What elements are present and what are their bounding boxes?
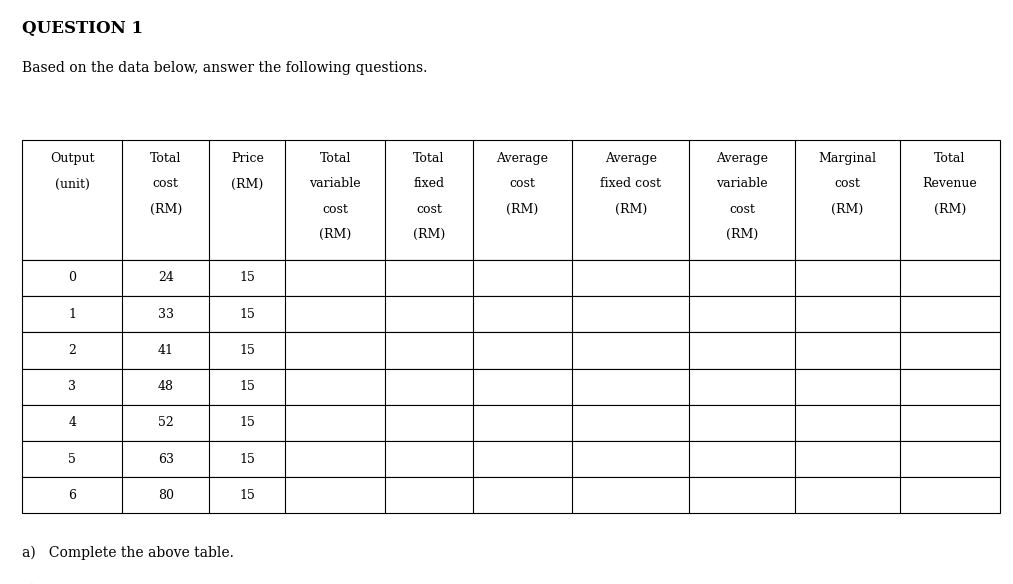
Text: Total: Total — [413, 152, 445, 165]
Bar — [22, 477, 1000, 513]
Text: Total: Total — [150, 152, 181, 165]
Bar — [22, 369, 1000, 405]
Text: Revenue: Revenue — [923, 178, 978, 190]
Text: 0: 0 — [68, 272, 76, 284]
Text: 5: 5 — [68, 453, 76, 465]
Bar — [22, 441, 1000, 477]
Text: 15: 15 — [239, 453, 255, 465]
Text: (RM): (RM) — [150, 203, 182, 215]
Text: (unit): (unit) — [55, 178, 89, 190]
Text: 2: 2 — [68, 344, 76, 357]
Text: (RM): (RM) — [832, 203, 863, 215]
Text: 3: 3 — [68, 380, 76, 393]
Text: 15: 15 — [239, 380, 255, 393]
Bar — [22, 296, 1000, 332]
Text: 4: 4 — [68, 416, 76, 429]
Text: 15: 15 — [239, 344, 255, 357]
Text: (RM): (RM) — [506, 203, 539, 215]
Text: 52: 52 — [158, 416, 173, 429]
Text: 48: 48 — [158, 380, 174, 393]
Text: 24: 24 — [158, 272, 173, 284]
Bar — [22, 405, 1000, 441]
Text: fixed: fixed — [413, 178, 445, 190]
Text: Average: Average — [496, 152, 548, 165]
Text: 6: 6 — [68, 489, 76, 502]
Text: Total: Total — [934, 152, 965, 165]
Text: cost: cost — [510, 178, 535, 190]
Text: (RM): (RM) — [319, 228, 352, 241]
Text: b)   Is the firm operating in the short run or long run?: b) Is the firm operating in the short ru… — [22, 583, 403, 584]
Text: 80: 80 — [158, 489, 174, 502]
Text: cost: cost — [416, 203, 442, 215]
Text: cost: cost — [835, 178, 860, 190]
Text: cost: cost — [729, 203, 755, 215]
Text: 41: 41 — [158, 344, 174, 357]
Text: 63: 63 — [158, 453, 174, 465]
Text: variable: variable — [716, 178, 768, 190]
Text: 15: 15 — [239, 272, 255, 284]
Bar — [22, 260, 1000, 296]
Text: Output: Output — [50, 152, 94, 165]
Text: (RM): (RM) — [231, 178, 263, 190]
Text: fixed cost: fixed cost — [600, 178, 661, 190]
Text: cost: cost — [153, 178, 178, 190]
Text: 1: 1 — [68, 308, 76, 321]
Text: Average: Average — [605, 152, 656, 165]
Text: Price: Price — [231, 152, 263, 165]
Text: (RM): (RM) — [615, 203, 647, 215]
Bar — [22, 332, 1000, 369]
Text: 15: 15 — [239, 308, 255, 321]
Text: variable: variable — [309, 178, 361, 190]
Text: a)   Complete the above table.: a) Complete the above table. — [22, 545, 234, 560]
Text: 15: 15 — [239, 489, 255, 502]
Text: Based on the data below, answer the following questions.: Based on the data below, answer the foll… — [22, 61, 427, 75]
Text: (RM): (RM) — [725, 228, 758, 241]
Text: Marginal: Marginal — [819, 152, 876, 165]
Text: 33: 33 — [158, 308, 174, 321]
Text: 15: 15 — [239, 416, 255, 429]
Text: Average: Average — [716, 152, 768, 165]
Text: (RM): (RM) — [934, 203, 966, 215]
Bar — [22, 140, 1000, 260]
Text: (RM): (RM) — [412, 228, 445, 241]
Text: cost: cost — [322, 203, 348, 215]
Text: Total: Total — [319, 152, 350, 165]
Text: QUESTION 1: QUESTION 1 — [22, 20, 143, 37]
